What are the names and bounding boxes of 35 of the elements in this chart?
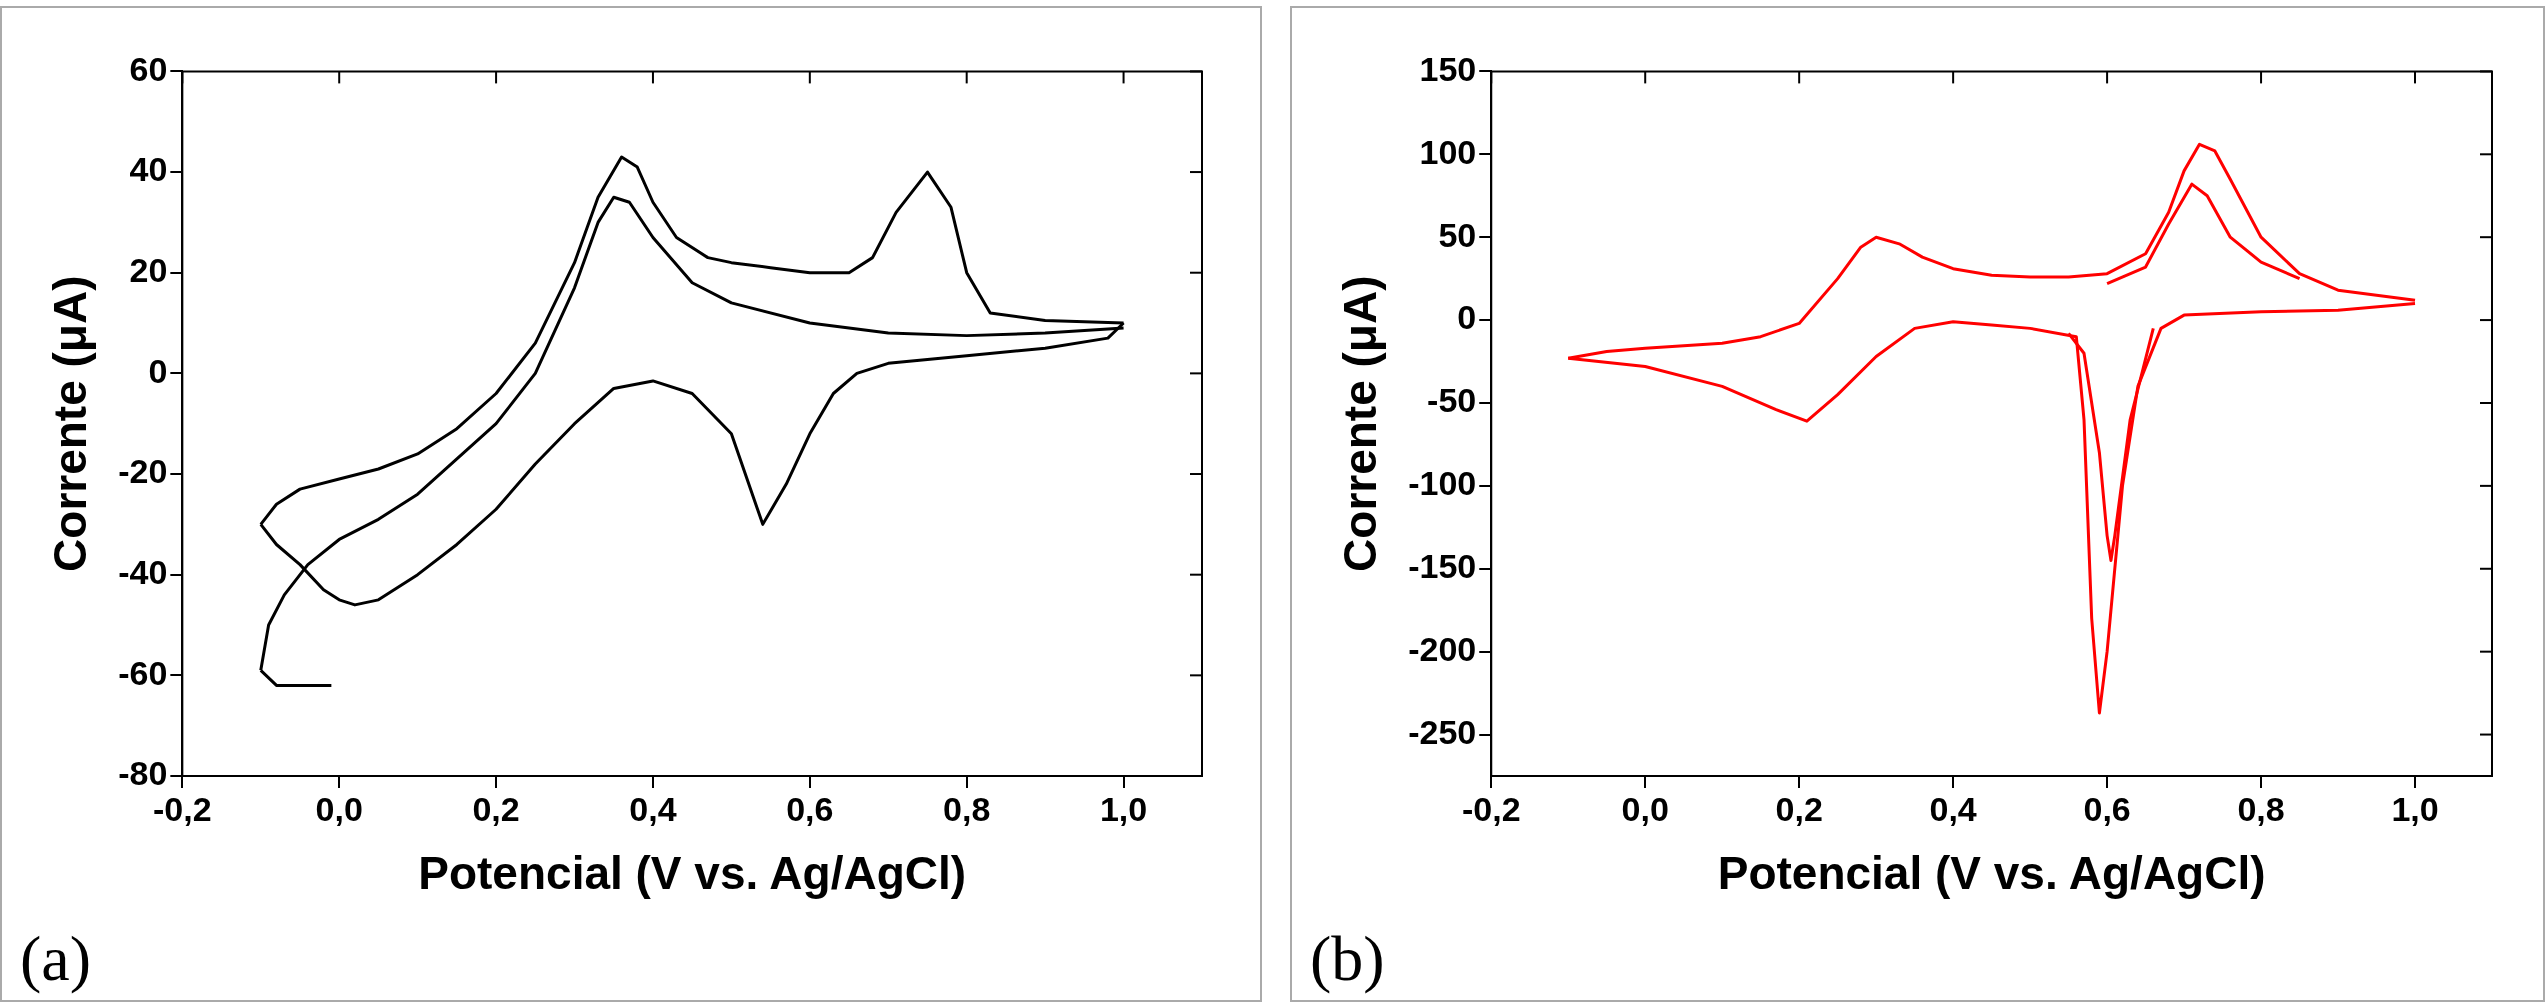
y-tick-label: 60 [129,49,168,88]
y-tick-label: -100 [1408,464,1477,503]
y-tick-label: 50 [1438,215,1477,254]
x-tick-label: 0,2 [472,789,520,828]
y-tick-label: 20 [129,251,168,290]
x-tick-label: 1,0 [1099,789,1148,828]
y-tick-label: -250 [1408,712,1477,751]
text: (a) [20,922,92,996]
x-tick-label: 0,0 [315,789,363,828]
x-tick-label: 1,0 [2391,789,2439,828]
x-tick-label: 0,4 [629,789,677,828]
y-tick-label: 0 [148,351,168,390]
x-axis-title: Potencial (V vs. Ag/AgCl) [1717,847,2266,900]
x-tick-label: 0,8 [943,789,991,828]
y-axis-title: Corrente (μA) [44,275,97,572]
x-tick-label: -0,2 [1461,789,1521,828]
x-tick-label: 0,2 [1775,789,1823,828]
text: (b) [1310,922,1385,996]
x-axis-title: Potencial (V vs. Ag/AgCl) [418,847,967,900]
y-tick-label: -200 [1408,630,1477,669]
y-tick-label: -60 [118,653,168,692]
y-tick-label: -150 [1408,547,1477,586]
y-axis-title: Corrente (μA) [1334,275,1387,572]
x-tick-label: 0,6 [2083,789,2131,828]
y-tick-label: -40 [118,553,168,592]
y-tick-label: 100 [1419,132,1477,171]
x-tick-label: 0,8 [2237,789,2285,828]
y-tick-label: 150 [1419,49,1477,88]
y-tick-label: -50 [1427,381,1477,420]
x-tick-label: 0,0 [1621,789,1669,828]
y-tick-label: -20 [118,452,168,491]
y-tick-label: 40 [129,150,168,189]
y-tick-label: 0 [1457,298,1477,337]
x-tick-label: 0,4 [1929,789,1977,828]
x-tick-label: 0,6 [786,789,834,828]
